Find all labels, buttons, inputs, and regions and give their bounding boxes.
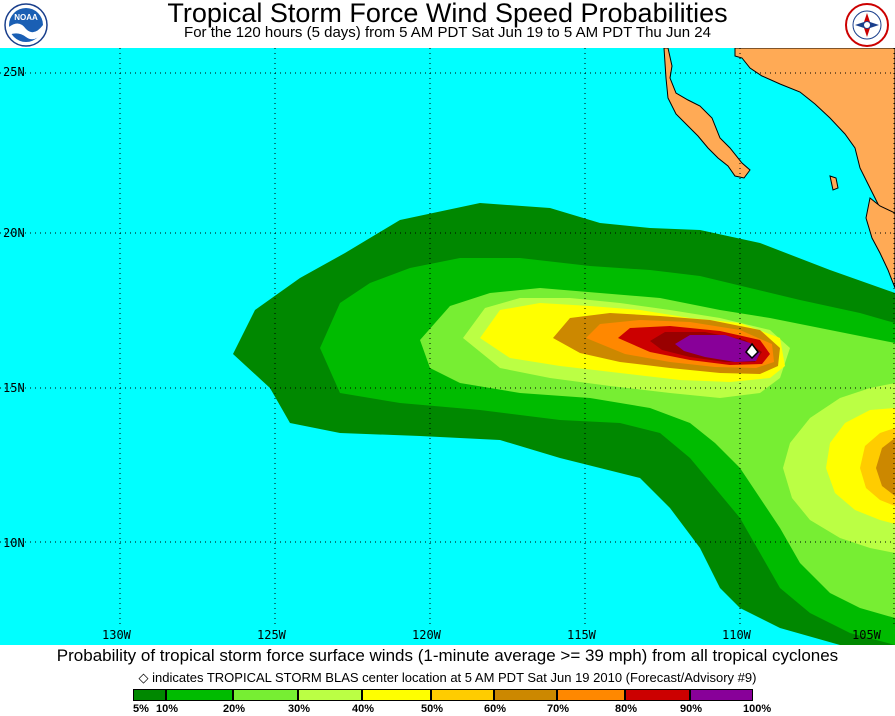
lon-label-125w: 125W	[257, 628, 286, 642]
legend-swatch-50pct	[431, 689, 494, 701]
legend-label-80pct: 80%	[615, 703, 638, 715]
legend-swatch-70pct	[557, 689, 625, 701]
legend-label-10pct: 10%	[156, 703, 179, 715]
legend-swatch-90pct	[690, 689, 753, 701]
legend-swatch-10pct	[166, 689, 233, 701]
legend-label-100pct: 100%	[743, 703, 772, 715]
page-subtitle: For the 120 hours (5 days) from 5 AM PDT…	[184, 24, 711, 41]
contour-100pct	[675, 335, 760, 362]
legend-label-40pct: 40%	[352, 703, 375, 715]
legend-label-90pct: 90%	[680, 703, 703, 715]
legend-swatch-40pct	[362, 689, 431, 701]
storm-center-marker-icon	[745, 342, 759, 360]
land-baja	[663, 48, 751, 179]
lon-label-130w: 130W	[102, 628, 131, 642]
diamond-icon: ◇	[138, 670, 149, 685]
lon-label-120w: 120W	[412, 628, 441, 642]
map-canvas	[0, 48, 895, 645]
noaa-logo-text: NOAA	[14, 13, 38, 22]
legend-label-50pct: 50%	[421, 703, 444, 715]
header: Tropical Storm Force Wind Speed Probabil…	[0, 0, 895, 48]
page-title: Tropical Storm Force Wind Speed Probabil…	[167, 0, 728, 28]
legend-swatch-30pct	[298, 689, 362, 701]
map-grid	[0, 48, 895, 628]
land-mexico-south	[865, 197, 895, 289]
contour-60pct-east	[876, 438, 895, 496]
lon-label-115w: 115W	[567, 628, 596, 642]
legend-label-5pct: 5%	[133, 703, 149, 715]
legend-swatch-5pct	[133, 689, 166, 701]
legend-swatch-60pct	[494, 689, 557, 701]
legend-label-30pct: 30%	[288, 703, 311, 715]
legend-bar	[133, 689, 753, 701]
legend-label-20pct: 20%	[223, 703, 246, 715]
lat-label-15n: 15N	[3, 381, 25, 395]
lon-label-105w: 105W	[852, 628, 881, 642]
island-1	[829, 175, 839, 191]
lat-label-10n: 10N	[3, 536, 25, 550]
lon-label-110w: 110W	[722, 628, 751, 642]
legend-swatch-80pct	[625, 689, 690, 701]
noaa-logo-icon: NOAA	[4, 3, 48, 47]
legend-label-70pct: 70%	[547, 703, 570, 715]
lat-label-25n: 25N	[3, 65, 25, 79]
footer-note: ◇ indicates TROPICAL STORM BLAS center l…	[0, 670, 895, 686]
probability-map	[0, 48, 895, 645]
lat-label-20n: 20N	[3, 226, 25, 240]
footer-description: Probability of tropical storm force surf…	[56, 646, 839, 665]
legend-swatch-20pct	[233, 689, 298, 701]
nws-logo-icon	[845, 3, 889, 47]
footer-note-text: indicates TROPICAL STORM BLAS center loc…	[152, 670, 757, 685]
legend-label-60pct: 60%	[484, 703, 507, 715]
